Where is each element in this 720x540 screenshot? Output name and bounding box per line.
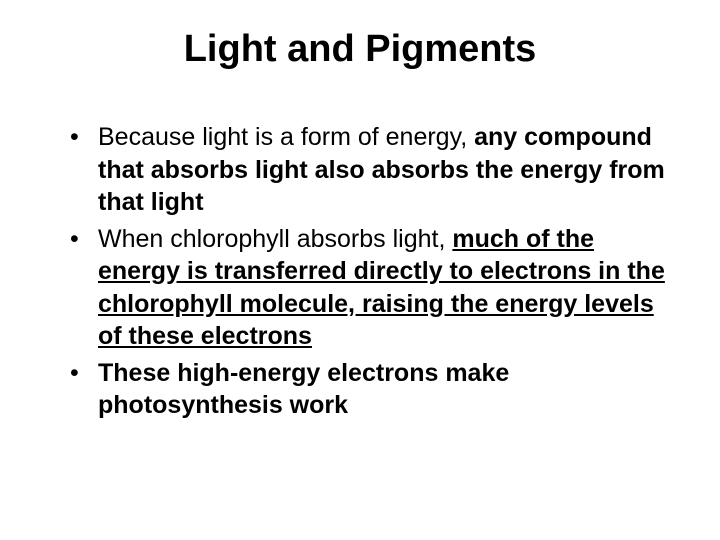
bullet-text-prefix: When chlorophyll absorbs light,	[98, 225, 452, 253]
bullet-list: Because light is a form of energy, any c…	[40, 121, 680, 422]
bullet-item: These high-energy electrons make photosy…	[70, 357, 680, 422]
bullet-item: Because light is a form of energy, any c…	[70, 121, 680, 219]
bullet-text-prefix: Because light is a form of energy,	[98, 123, 474, 151]
slide-title: Light and Pigments	[40, 28, 680, 71]
bullet-item: When chlorophyll absorbs light, much of …	[70, 223, 680, 353]
bullet-text-bold: These high-energy electrons make photosy…	[98, 359, 509, 420]
